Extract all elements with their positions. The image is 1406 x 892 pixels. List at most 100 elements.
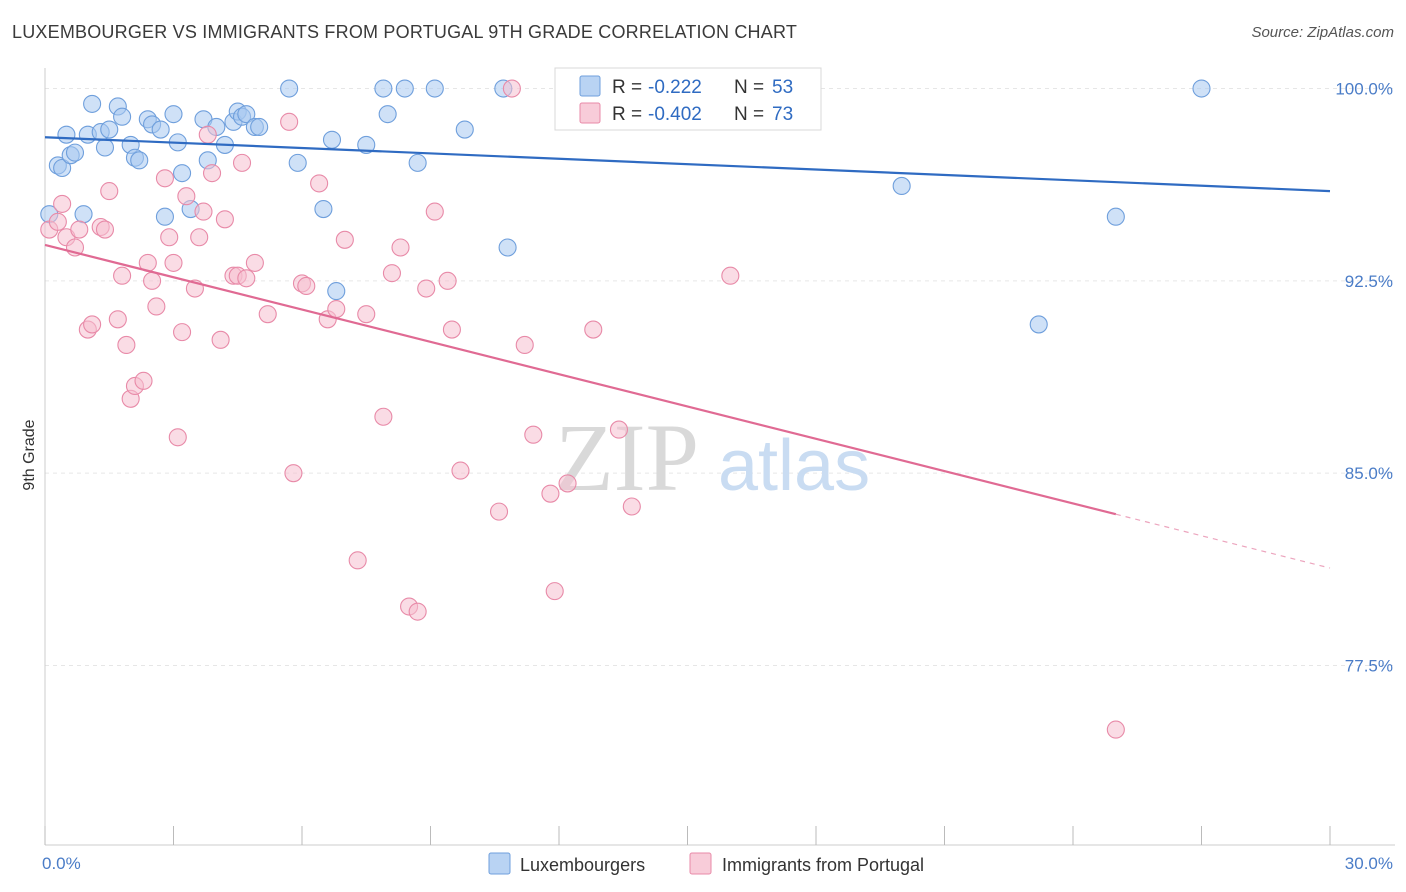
portugal-point-7 [83, 315, 102, 334]
luxembourger-point-21 [164, 105, 183, 124]
portugal-point-67 [609, 420, 629, 439]
luxembourger-point-48 [498, 238, 517, 257]
y-tick-label-1: 92.5% [1345, 272, 1393, 291]
luxembourger-point-34 [250, 117, 269, 137]
y-tick-label-3: 77.5% [1345, 656, 1393, 675]
portugal-point-53 [408, 602, 427, 621]
luxembourger-point-23 [173, 164, 192, 183]
portugal-point-56 [438, 271, 457, 290]
portugal-point-27 [190, 228, 209, 247]
portugal-point-24 [173, 323, 192, 342]
portugal-point-16 [134, 371, 153, 390]
portugal-point-51 [391, 238, 410, 257]
luxembourger-point-19 [151, 120, 170, 139]
luxembourger-point-3 [57, 125, 76, 144]
luxembourger-point-45 [425, 79, 444, 98]
luxembourger-point-52 [1192, 79, 1211, 98]
portugal-point-38 [258, 305, 277, 324]
luxembourger-point-41 [374, 79, 393, 98]
bottom-legend-label-portugal: Immigrants from Portugal [722, 855, 924, 875]
bottom-legend: Luxembourgers Immigrants from Portugal [488, 852, 924, 875]
portugal-point-60 [502, 79, 521, 98]
portugal-point-47 [348, 551, 367, 570]
portugal-point-28 [194, 202, 213, 221]
luxembourger-point-37 [314, 199, 333, 219]
y-axis-title: 9th Grade [21, 419, 38, 490]
portugal-point-43 [310, 174, 329, 193]
luxembourger-point-39 [327, 282, 346, 301]
portugal-point-42 [297, 276, 316, 296]
portugal-point-21 [160, 228, 179, 247]
portugal-trend-line [44, 243, 1117, 516]
portugal-point-29 [198, 125, 217, 144]
portugal-point-30 [203, 164, 222, 183]
portugal-point-5 [70, 220, 89, 239]
watermark-atlas: atlas [718, 426, 870, 506]
portugal-point-61 [515, 335, 534, 355]
luxembourger-trend-line [44, 136, 1331, 193]
portugal-point-36 [237, 269, 256, 288]
luxembourger-point-43 [395, 79, 414, 98]
legend-r-value-0: -0.222 [648, 77, 702, 98]
portugal-point-31 [211, 330, 230, 349]
portugal-point-63 [541, 484, 560, 503]
portugal-point-68 [622, 497, 641, 516]
bottom-legend-swatch-portugal [689, 852, 712, 875]
portugal-point-62 [524, 425, 543, 444]
portugal-point-19 [147, 297, 166, 316]
luxembourger-point-20 [155, 207, 174, 226]
legend-n-label-0: N = [734, 77, 764, 98]
bottom-legend-label-luxembourgers: Luxembourgers [520, 855, 645, 875]
portugal-point-70 [721, 266, 740, 285]
luxembourger-point-16 [130, 151, 149, 170]
portugal-point-40 [284, 464, 303, 483]
portugal-point-12 [113, 266, 132, 285]
portugal-point-13 [117, 335, 136, 355]
portugal-point-39 [280, 112, 299, 131]
luxembourger-point-6 [74, 205, 93, 224]
y-tick-label-0: 100.0% [1335, 80, 1393, 99]
luxembourger-point-44 [408, 153, 427, 172]
portugal-point-46 [335, 230, 354, 249]
portugal-point-45 [327, 299, 346, 319]
luxembourger-point-40 [357, 135, 376, 154]
portugal-point-50 [382, 264, 402, 283]
luxembourger-point-8 [83, 94, 102, 113]
luxembourger-point-2 [53, 158, 72, 178]
portugal-point-49 [374, 407, 393, 426]
portugal-point-22 [164, 253, 183, 272]
portugal-point-37 [245, 253, 264, 272]
portugal-point-1 [48, 212, 67, 231]
legend-swatch-luxembourgers [579, 75, 601, 97]
luxembourger-point-50 [1029, 315, 1048, 334]
x-tick-label-0: 0.0% [42, 854, 81, 873]
legend-r-label-0: R = [612, 77, 642, 98]
tick-labels: 100.0% 92.5% 85.0% 77.5% 0.0% 30.0% [42, 80, 1393, 873]
luxembourger-point-13 [113, 107, 132, 126]
luxembourger-point-42 [378, 105, 397, 124]
luxembourger-point-32 [237, 105, 256, 124]
chart-title: LUXEMBOURGER VS IMMIGRANTS FROM PORTUGAL… [12, 22, 798, 42]
legend-r-label-1: R = [612, 104, 642, 125]
portugal-point-11 [108, 310, 127, 329]
portugal-point-18 [143, 271, 162, 290]
portugal-point-2 [53, 194, 72, 213]
legend-swatch-portugal [579, 102, 601, 124]
luxembourger-point-35 [280, 79, 299, 98]
x-tick-label-1: 30.0% [1345, 854, 1393, 873]
watermark-zip: ZIP [555, 404, 699, 511]
portugal-point-32 [215, 210, 234, 229]
portugal-point-58 [451, 461, 470, 480]
stats-legend: R = -0.222 N = 53 R = -0.402 N = 73 [554, 67, 822, 131]
legend-n-value-1: 73 [772, 104, 793, 125]
portugal-point-48 [357, 305, 376, 324]
portugal-point-57 [442, 320, 461, 339]
luxembourger-point-46 [455, 120, 474, 139]
legend-n-value-0: 53 [772, 77, 793, 98]
y-tick-label-2: 85.0% [1345, 464, 1393, 483]
portugal-point-35 [232, 153, 252, 172]
portugal-point-10 [100, 182, 119, 201]
luxembourger-point-49 [892, 176, 911, 196]
luxembourger-point-5 [65, 143, 85, 162]
